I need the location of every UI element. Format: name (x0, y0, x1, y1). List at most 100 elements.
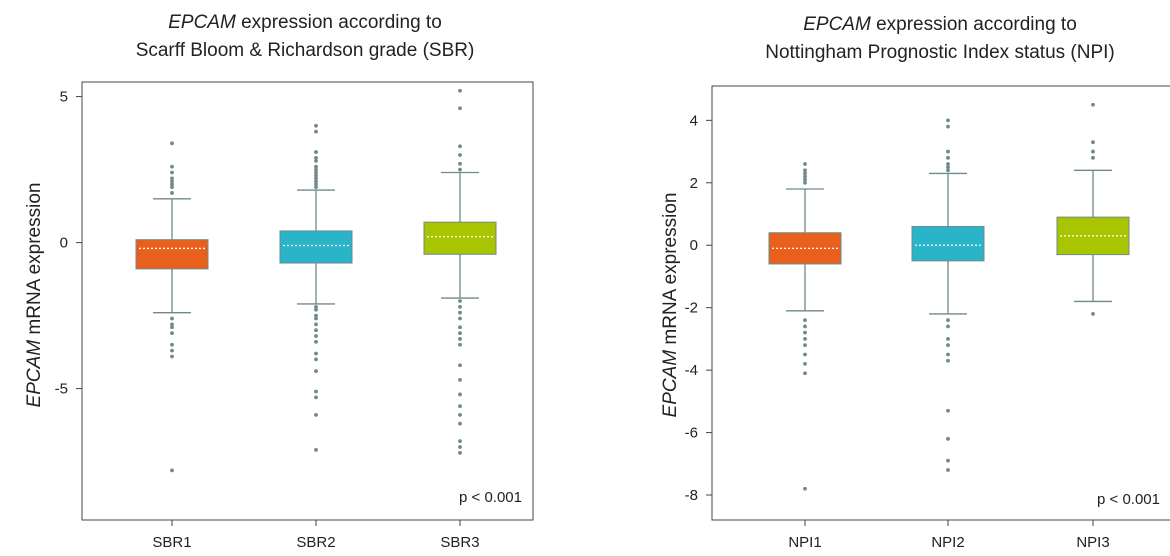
outlier-point (946, 458, 950, 463)
box (279, 230, 353, 264)
outlier-point (170, 191, 174, 195)
outlier-point (803, 343, 807, 348)
outlier-point (314, 334, 318, 338)
outlier-point (946, 343, 950, 348)
outlier-point (1091, 155, 1095, 160)
box-group-sbr2: SBR2 (279, 123, 353, 551)
outlier-point (314, 179, 318, 184)
outlier-point (458, 161, 462, 166)
outlier-point (314, 185, 318, 190)
box (423, 221, 497, 255)
outlier-point (946, 324, 950, 329)
outlier-point (314, 158, 318, 163)
outlier-point (946, 165, 950, 170)
outlier-point (314, 150, 318, 154)
outlier-point (458, 377, 462, 382)
outlier-point (1091, 312, 1095, 316)
outlier-point (458, 421, 462, 426)
ylabel-gene: EPCAM (660, 350, 681, 418)
outlier-point (170, 176, 174, 181)
outlier-point (946, 436, 950, 441)
box-group-npi3: NPI3 (1056, 102, 1130, 551)
outlier-point (946, 118, 950, 123)
outlier-point (458, 304, 462, 309)
outlier-point (314, 176, 318, 181)
ylabel-rest: mRNA expression (660, 193, 681, 350)
plot-frame (81, 81, 534, 521)
outlier-point (946, 358, 950, 363)
outlier-point (314, 357, 318, 362)
y-tick-label: -2 (685, 300, 698, 317)
panel-npi: EPCAM expression according to Nottingham… (660, 14, 1170, 551)
outlier-point (170, 316, 174, 321)
outlier-point (458, 106, 462, 111)
outlier-point (314, 316, 318, 321)
outlier-point (803, 177, 807, 182)
title-gene: EPCAM (803, 14, 871, 35)
box-group-npi1: NPI1 (768, 162, 842, 551)
y-tick-label: -4 (685, 362, 698, 379)
outlier-point (170, 331, 174, 336)
p-value-annotation: p < 0.001 (1097, 491, 1160, 508)
outlier-point (946, 155, 950, 160)
outlier-point (803, 486, 807, 491)
outlier-point (314, 167, 318, 172)
y-tick-label: 5 (60, 89, 68, 106)
outlier-point (170, 354, 174, 359)
outlier-point (803, 324, 807, 329)
outlier-point (170, 179, 174, 184)
plot-frame (711, 85, 1170, 521)
outlier-point (170, 342, 174, 347)
outlier-point (314, 164, 318, 169)
chart-title-line2: Nottingham Prognostic Index status (NPI) (765, 42, 1115, 63)
outlier-point (458, 337, 462, 341)
outlier-point (170, 182, 174, 187)
outlier-point (314, 304, 318, 309)
outlier-point (458, 310, 462, 315)
box (135, 239, 209, 270)
outlier-point (458, 167, 462, 172)
outlier-point (458, 88, 462, 93)
outlier-point (946, 318, 950, 323)
outlier-point (458, 331, 462, 336)
y-tick-label: 4 (690, 112, 698, 129)
box-group-sbr3: SBR3 (423, 88, 497, 551)
outlier-point (458, 412, 462, 417)
ylabel-gene: EPCAM (24, 340, 45, 408)
outlier-point (170, 164, 174, 169)
y-tick-label: -5 (55, 381, 68, 398)
outlier-point (458, 404, 462, 409)
outlier-point (946, 337, 950, 341)
outlier-point (946, 408, 950, 413)
outlier-point (1091, 140, 1095, 145)
box (911, 226, 985, 262)
y-axis: 5 0 -5 (55, 89, 82, 398)
outlier-point (458, 316, 462, 321)
outlier-point (803, 168, 807, 173)
outlier-point (803, 330, 807, 335)
outlier-point (314, 395, 318, 400)
y-axis-label: EPCAM mRNA expression (660, 193, 681, 418)
outlier-point (314, 369, 318, 373)
outlier-point (458, 299, 462, 303)
outlier-point (170, 185, 174, 190)
outlier-point (314, 307, 318, 312)
x-tick-label: SBR1 (152, 534, 191, 551)
outlier-point (458, 450, 462, 455)
outlier-point (458, 153, 462, 157)
outlier-point (314, 170, 318, 175)
outlier-point (946, 162, 950, 166)
outlier-point (458, 144, 462, 149)
outlier-point (170, 468, 174, 473)
outlier-point (314, 182, 318, 187)
outlier-point (803, 337, 807, 341)
outlier-point (314, 156, 318, 160)
outlier-point (803, 352, 807, 357)
ylabel-rest: mRNA expression (24, 183, 45, 340)
outlier-point (314, 339, 318, 344)
outlier-point (314, 389, 318, 394)
y-axis: 4 2 0 -2 -4 -6 -8 (685, 112, 712, 504)
x-tick-label: SBR3 (440, 534, 479, 551)
outlier-point (170, 348, 174, 353)
outlier-point (458, 325, 462, 330)
